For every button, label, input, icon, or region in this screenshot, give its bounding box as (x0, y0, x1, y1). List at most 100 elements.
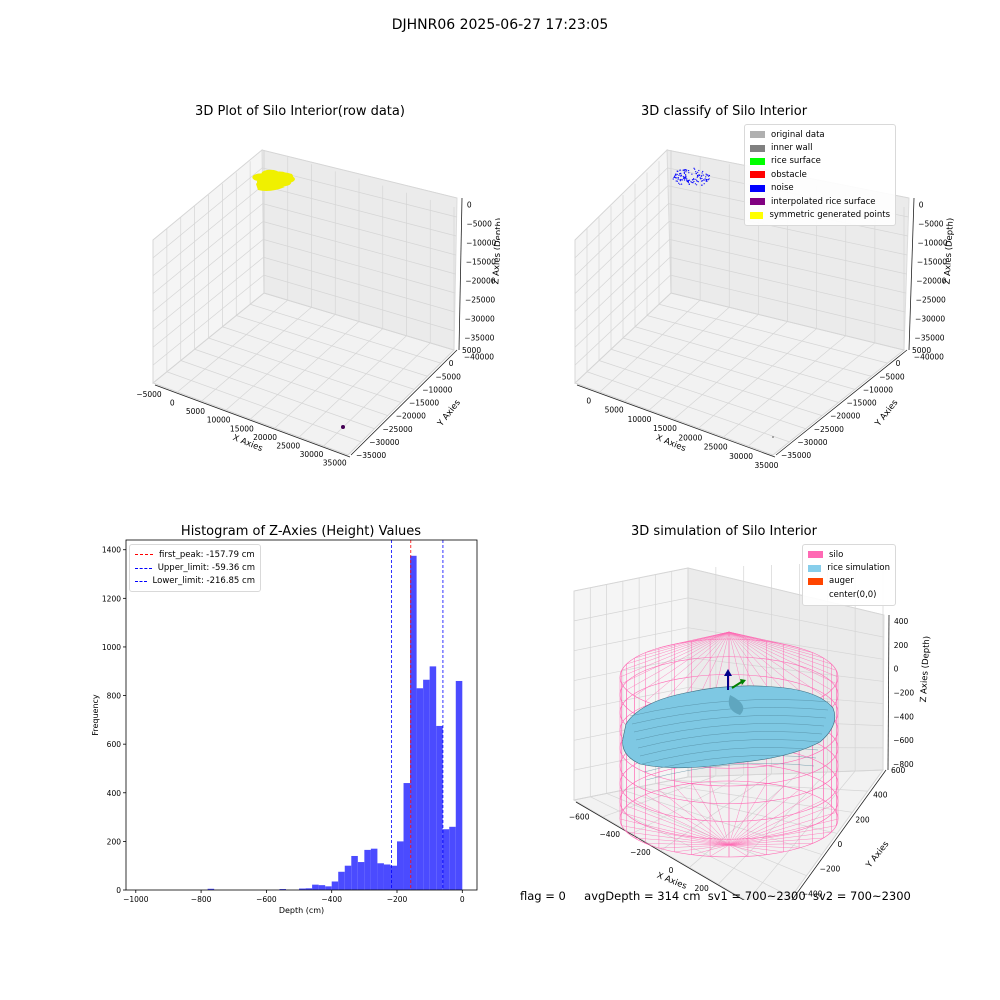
grid-line (622, 337, 839, 403)
y-axis-line (791, 769, 887, 900)
legend-item: obstacle (750, 168, 890, 181)
silo-wireframe (626, 631, 730, 665)
x-tick-label: 20000 (253, 433, 277, 442)
grid-line (573, 799, 746, 900)
silo-wireframe (634, 799, 730, 846)
x-tick-label: 15000 (230, 424, 254, 433)
grid-line (574, 292, 905, 384)
y-axis-label: Y Axies (435, 398, 463, 430)
silo-wireframe (658, 789, 730, 846)
data-point (676, 173, 678, 175)
data-point (682, 179, 684, 181)
data-point (707, 174, 709, 176)
x-tick-label: 25000 (276, 441, 300, 450)
x-tick-label: 15000 (653, 424, 677, 433)
silo-wireframe (674, 844, 730, 853)
silo-wireframe (728, 785, 784, 846)
histogram-bar (299, 888, 306, 890)
silo-wireframe (621, 631, 730, 684)
data-point (679, 180, 681, 182)
grid-line (573, 627, 884, 660)
x-tick-label: 0 (586, 396, 591, 405)
silo-wireframe (658, 631, 730, 707)
center-marker (724, 669, 732, 676)
silo-wireframe (621, 812, 730, 846)
data-point (704, 178, 706, 180)
y-axis-label: Y Axies (873, 398, 901, 430)
data-point (696, 176, 698, 178)
legend-item: silo (808, 548, 890, 561)
grid-line (152, 203, 456, 294)
legend-label: original data (771, 129, 825, 140)
x-tick-label: 10000 (628, 415, 652, 424)
grid-line (788, 769, 884, 900)
grid-line (660, 773, 772, 851)
data-point (701, 172, 703, 174)
x-tick-label: 200 (694, 884, 709, 893)
plot4-title: 3D simulation of Silo Interior (631, 524, 817, 539)
legend-swatch (135, 567, 152, 569)
x-tick-label: 5000 (186, 407, 205, 416)
histogram-bar (364, 849, 371, 890)
x-tick-label: 0 (669, 866, 674, 875)
histogram-bar (403, 783, 411, 890)
data-point (674, 175, 676, 177)
rice-mesh-line (637, 731, 823, 749)
z-tick-label: −800 (893, 760, 914, 769)
silo-wireframe (645, 794, 730, 846)
plot2-title: 3D classify of Silo Interior (640, 104, 808, 119)
legend-swatch (750, 144, 765, 152)
y-axis-label: Frequency (91, 694, 100, 736)
data-point (693, 167, 695, 169)
z-tick-label: −40000 (914, 353, 944, 362)
grid-line (194, 348, 388, 416)
legend-label: silo (829, 549, 844, 560)
x-tick-label: 30000 (729, 452, 753, 461)
silo-wireframe (634, 631, 730, 659)
data-point (673, 176, 675, 178)
data-point (681, 183, 683, 185)
silo-wireframe (626, 831, 730, 846)
legend-swatch (135, 554, 153, 556)
grid-line (573, 597, 884, 638)
silo-wireframe (728, 781, 749, 846)
z-tick-label: −25000 (465, 296, 495, 305)
data-point (684, 170, 686, 172)
plot4-3d-simulation[interactable]: −600−400−20002004006006004002000−200−400… (500, 480, 1000, 900)
plot3-histogram[interactable]: −1000 −800 −600 −400 −200 0 0 200 400 600 800 1000 1… (60, 530, 490, 920)
grid-line (236, 315, 428, 377)
grid-line (655, 783, 853, 813)
y-tick-label: −10000 (863, 385, 893, 394)
z-tick-label: −25000 (916, 296, 946, 305)
x-axis-label: Depth (cm) (279, 906, 324, 915)
y-tick-label: −15000 (409, 399, 439, 408)
data-point (708, 174, 711, 177)
data-point (695, 178, 697, 180)
data-point (694, 168, 696, 170)
y-tick-label: 1200 (102, 594, 121, 603)
z-axis-line (458, 197, 463, 351)
legend-item: first_peak: -157.79 cm (135, 548, 255, 561)
legend-label: center(0,0) (829, 589, 877, 600)
z-tick-label: −15000 (466, 258, 496, 267)
data-point (703, 183, 705, 185)
plot1-3d-scatter[interactable]: −500005000100001500020000250003000035000… (0, 0, 500, 480)
silo-wireframe (728, 631, 813, 702)
data-point (683, 177, 685, 179)
rice-mesh-line (639, 739, 821, 757)
histogram-bar (338, 871, 345, 890)
y-tick-label: −5000 (879, 372, 905, 381)
grid-line (152, 274, 455, 366)
histogram-bar (455, 680, 463, 890)
grid-line (631, 774, 744, 835)
silo-wireframe (619, 818, 730, 846)
legend-item: symmetric generated points (750, 208, 890, 221)
data-point (687, 181, 689, 184)
grid-line (222, 326, 415, 390)
legend-swatch (750, 198, 765, 206)
histogram-bar (442, 829, 450, 890)
silo-wireframe (691, 783, 730, 846)
y-tick-label: 600 (891, 766, 906, 775)
data-point (701, 177, 703, 180)
